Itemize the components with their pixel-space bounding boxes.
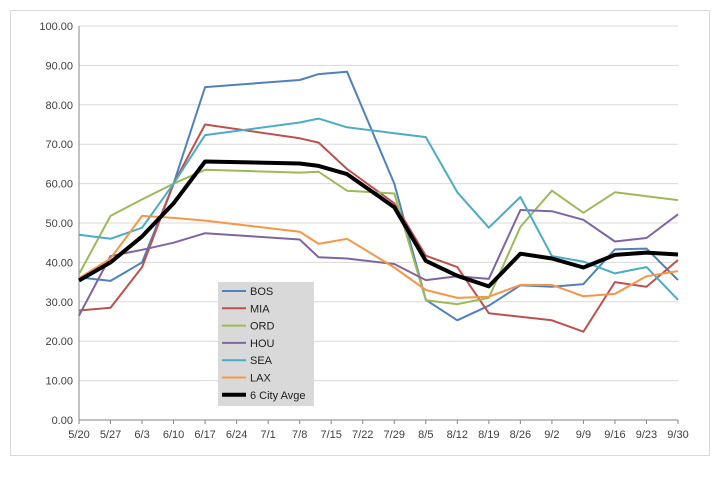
y-tick-label: 50.00 [45, 218, 73, 230]
y-tick-label: 10.00 [45, 376, 73, 388]
series-line-lax [78, 214, 679, 299]
legend: BOS MIA ORD HOU SEA LAX 6 City Avge [218, 282, 314, 406]
legend-box [218, 282, 314, 406]
y-tick-label: 100.00 [39, 21, 73, 33]
y-tick-label: 20.00 [45, 336, 73, 348]
x-tick-label: 9/2 [544, 429, 559, 441]
series-line-hou [78, 209, 679, 317]
y-tick-label: 70.00 [45, 139, 73, 151]
x-tick-label: 7/29 [384, 429, 405, 441]
series-line-6-city-avge [78, 159, 679, 289]
series-lines [78, 70, 679, 333]
legend-label: MIA [250, 303, 270, 315]
y-tick-label: 0.00 [52, 415, 73, 427]
y-tick-label: 90.00 [45, 60, 73, 72]
legend-label: BOS [250, 286, 273, 298]
series-line-mia [78, 123, 679, 333]
legend-label: 6 City Avge [250, 390, 305, 402]
x-tick-label: 6/3 [134, 429, 149, 441]
legend-label: LAX [250, 373, 271, 385]
y-tick-labels: 0.00 10.00 20.00 30.00 40.00 50.00 60.00 70.00 8… [39, 21, 73, 427]
x-tick-label: 9/16 [604, 429, 625, 441]
x-tick-label: 6/10 [163, 429, 184, 441]
x-tick-label: 7/1 [261, 429, 276, 441]
x-tick-label: 8/5 [418, 429, 433, 441]
x-tick-label: 9/23 [636, 429, 657, 441]
x-tick-label: 8/19 [478, 429, 499, 441]
y-tick-label: 40.00 [45, 257, 73, 269]
legend-label: ORD [250, 321, 275, 333]
x-tick-label: 5/20 [68, 429, 89, 441]
series-line-ord [78, 168, 679, 306]
y-tick-label: 80.00 [45, 100, 73, 112]
x-tick-label: 9/9 [576, 429, 591, 441]
gridlines [79, 25, 678, 382]
y-tick-label: 30.00 [45, 297, 73, 309]
axes [78, 26, 679, 424]
x-tick-label: 6/17 [194, 429, 215, 441]
x-tick-label: 7/15 [320, 429, 341, 441]
x-tick-label: 8/12 [447, 429, 468, 441]
x-tick-label: 7/22 [352, 429, 373, 441]
x-tick-label: 6/24 [226, 429, 247, 441]
y-tick-label: 60.00 [45, 179, 73, 191]
legend-label: SEA [250, 355, 273, 367]
x-tick-labels: 5/20 5/27 6/3 6/10 6/17 6/24 7/1 7/8 7/15 7/22 7/2… [68, 429, 688, 441]
x-tick-label: 7/8 [292, 429, 307, 441]
x-tick-label: 8/26 [510, 429, 531, 441]
x-tick-label: 5/27 [100, 429, 121, 441]
x-tick-label: 9/30 [667, 429, 688, 441]
legend-label: HOU [250, 338, 275, 350]
